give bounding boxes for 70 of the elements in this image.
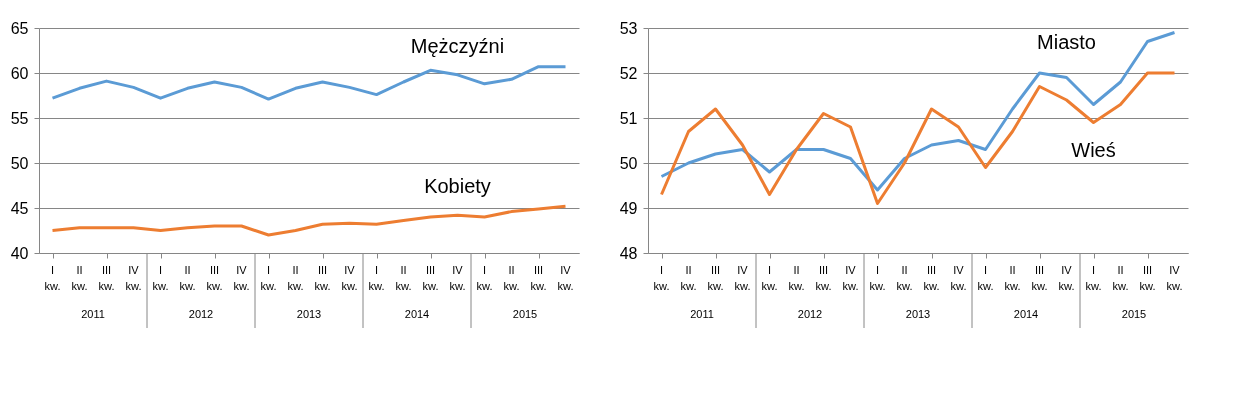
text: 2014 bbox=[404, 308, 430, 320]
x-tick-label: I kw. bbox=[977, 264, 994, 292]
x-tick-label: IV kw. bbox=[125, 264, 142, 292]
line-series bbox=[660, 31, 1176, 192]
y-tick-label: 49 bbox=[619, 199, 638, 217]
text: 2012 bbox=[797, 308, 823, 320]
x-tick-label: I kw. bbox=[869, 264, 886, 292]
y-tick-label: 45 bbox=[10, 199, 29, 217]
x-tick-label: I kw. bbox=[653, 264, 670, 292]
series-label: Kobiety bbox=[424, 175, 491, 198]
x-tick-label: II kw. bbox=[287, 264, 304, 292]
x-tick-label: II kw. bbox=[788, 264, 805, 292]
x-tick-label: IV kw. bbox=[557, 264, 574, 292]
x-tick-label: IV kw. bbox=[233, 264, 250, 292]
x-tick-label: III kw. bbox=[314, 264, 331, 292]
x-tick-label: IV kw. bbox=[449, 264, 466, 292]
x-tick-label: IV kw. bbox=[734, 264, 751, 292]
x-tick-label: III kw. bbox=[530, 264, 547, 292]
line-series bbox=[51, 65, 567, 101]
x-tick-label: II kw. bbox=[680, 264, 697, 292]
y-tick-label: 55 bbox=[10, 109, 29, 127]
x-tick-label: II kw. bbox=[179, 264, 196, 292]
x-tick-label: III kw. bbox=[206, 264, 223, 292]
y-tick-label: 51 bbox=[619, 109, 638, 127]
line-series bbox=[660, 71, 1176, 205]
x-tick-label: III kw. bbox=[815, 264, 832, 292]
x-tick-label: III kw. bbox=[1139, 264, 1156, 292]
x-tick-label: III kw. bbox=[923, 264, 940, 292]
text: 2013 bbox=[905, 308, 931, 320]
y-tick-label: 53 bbox=[619, 19, 638, 37]
x-tick-label: IV kw. bbox=[1058, 264, 1075, 292]
line-series bbox=[51, 204, 567, 237]
x-tick-label: II kw. bbox=[71, 264, 88, 292]
text: 2015 bbox=[512, 308, 538, 320]
x-tick-label: IV kw. bbox=[341, 264, 358, 292]
x-tick-label: III kw. bbox=[707, 264, 724, 292]
x-tick-label: III kw. bbox=[422, 264, 439, 292]
text: 2015 bbox=[1121, 308, 1147, 320]
x-tick-label: III kw. bbox=[98, 264, 115, 292]
x-tick-label: I kw. bbox=[761, 264, 778, 292]
text: 2013 bbox=[296, 308, 322, 320]
text: 2012 bbox=[188, 308, 214, 320]
text: 2014 bbox=[1013, 308, 1039, 320]
x-tick-label: II kw. bbox=[1112, 264, 1129, 292]
series-label: Miasto bbox=[1037, 30, 1096, 53]
x-tick-label: II kw. bbox=[1004, 264, 1021, 292]
text: 2011 bbox=[690, 308, 714, 320]
y-tick-label: 52 bbox=[619, 64, 638, 82]
y-tick-label: 50 bbox=[619, 154, 638, 172]
y-tick-label: 60 bbox=[10, 64, 29, 82]
x-tick-label: II kw. bbox=[395, 264, 412, 292]
x-tick-label: II kw. bbox=[503, 264, 520, 292]
y-tick-label: 40 bbox=[10, 244, 29, 262]
x-tick-label: I kw. bbox=[152, 264, 169, 292]
y-tick-label: 48 bbox=[619, 244, 638, 262]
x-tick-label: I kw. bbox=[260, 264, 277, 292]
series-label: Wieś bbox=[1071, 138, 1116, 161]
x-tick-label: IV kw. bbox=[842, 264, 859, 292]
text: 2011 bbox=[81, 308, 105, 320]
x-tick-label: I kw. bbox=[476, 264, 493, 292]
x-tick-label: III kw. bbox=[1031, 264, 1048, 292]
x-tick-label: II kw. bbox=[896, 264, 913, 292]
x-tick-label: I kw. bbox=[1085, 264, 1102, 292]
y-tick-label: 65 bbox=[10, 19, 29, 37]
x-tick-label: I kw. bbox=[368, 264, 385, 292]
x-tick-label: I kw. bbox=[44, 264, 61, 292]
x-tick-label: IV kw. bbox=[1166, 264, 1183, 292]
series-label: Mężczyźni bbox=[410, 34, 505, 57]
x-tick-label: IV kw. bbox=[950, 264, 967, 292]
y-tick-label: 50 bbox=[10, 154, 29, 172]
